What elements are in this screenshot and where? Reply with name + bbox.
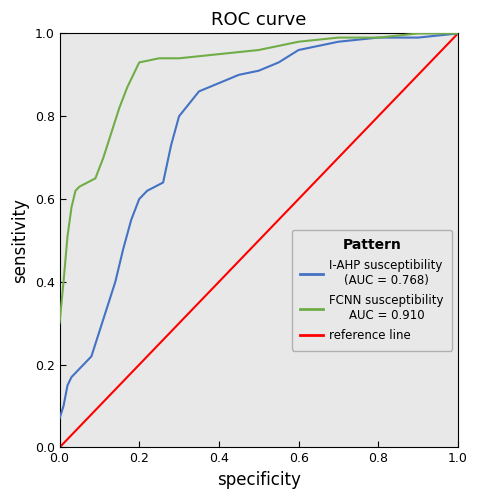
Y-axis label: sensitivity: sensitivity <box>11 198 29 283</box>
X-axis label: specificity: specificity <box>217 471 301 489</box>
Legend: I-AHP susceptibility
(AUC = 0.768), FCNN susceptibility
AUC = 0.910, reference l: I-AHP susceptibility (AUC = 0.768), FCNN… <box>292 230 452 350</box>
Title: ROC curve: ROC curve <box>211 11 307 29</box>
